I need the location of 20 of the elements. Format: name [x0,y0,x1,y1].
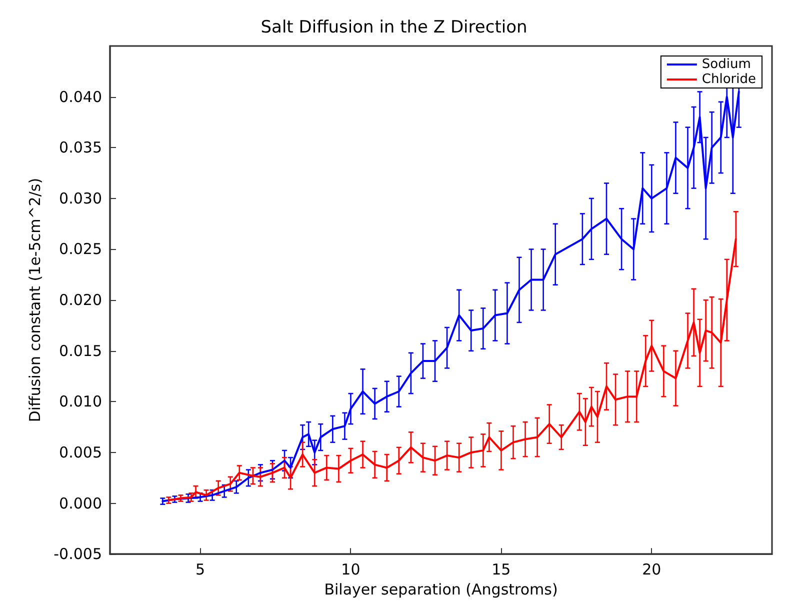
x-tick-label: 20 [642,560,662,579]
x-tick-label: 5 [196,560,206,579]
legend-label: Sodium [702,57,751,72]
x-tick-label: 15 [492,560,511,579]
line-series [162,90,740,502]
y-tick-label: 0.000 [59,494,102,512]
y-axis-title: Diffusion constant (1e-5cm^2/s) [26,178,44,422]
y-tick-label: 0.025 [59,240,102,258]
legend-label: Chloride [702,72,756,87]
x-tick-label: 10 [341,560,360,579]
y-tick-label: 0.005 [59,443,102,462]
y-tick-label: 0.030 [59,189,102,208]
x-axis-title: Bilayer separation (Angstroms) [324,580,558,598]
chart-title: Salt Diffusion in the Z Direction [260,18,528,38]
y-tick-label: -0.005 [54,545,102,564]
y-tick-label: 0.035 [59,138,102,157]
y-tick-label: 0.015 [59,342,102,360]
y-tick-label: 0.040 [59,88,102,106]
y-tick-label: 0.020 [59,291,102,310]
y-tick-label: 0.010 [59,392,102,411]
